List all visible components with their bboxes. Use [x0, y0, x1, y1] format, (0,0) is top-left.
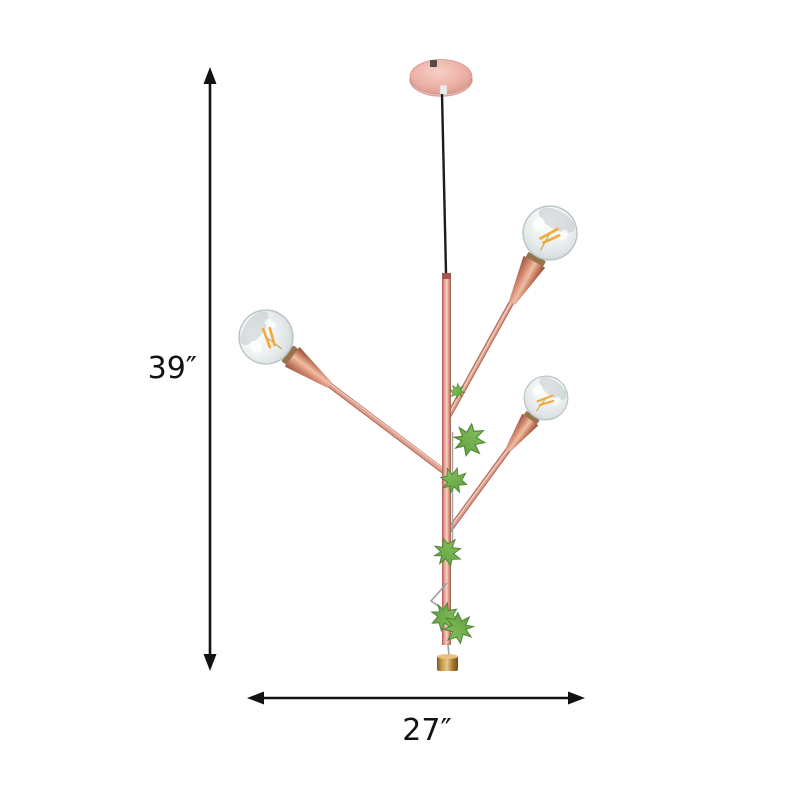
bulb-left	[227, 298, 347, 408]
bottom-finial	[437, 642, 458, 671]
arrow-up-icon	[203, 67, 217, 84]
width-dimension: 27″	[247, 691, 585, 748]
suspension-cord	[440, 93, 448, 274]
arrow-down-icon	[203, 654, 217, 671]
bulb-top-right	[487, 195, 588, 318]
bulb-mid-right	[489, 366, 578, 465]
center-stem	[442, 273, 451, 645]
brass-cap	[437, 656, 458, 671]
arrow-right-icon	[568, 691, 585, 705]
leaf-garland	[425, 380, 489, 646]
cord-grip	[439, 84, 448, 96]
brass-cap-top	[437, 654, 458, 659]
height-dimension: 39″	[148, 67, 217, 671]
ceiling-canopy	[409, 59, 473, 97]
arrow-left-icon	[247, 691, 264, 705]
width-dimension-label: 27″	[402, 713, 451, 748]
height-dimension-label: 39″	[148, 351, 197, 386]
leaf-1	[450, 420, 489, 460]
canopy-hole	[430, 60, 437, 67]
